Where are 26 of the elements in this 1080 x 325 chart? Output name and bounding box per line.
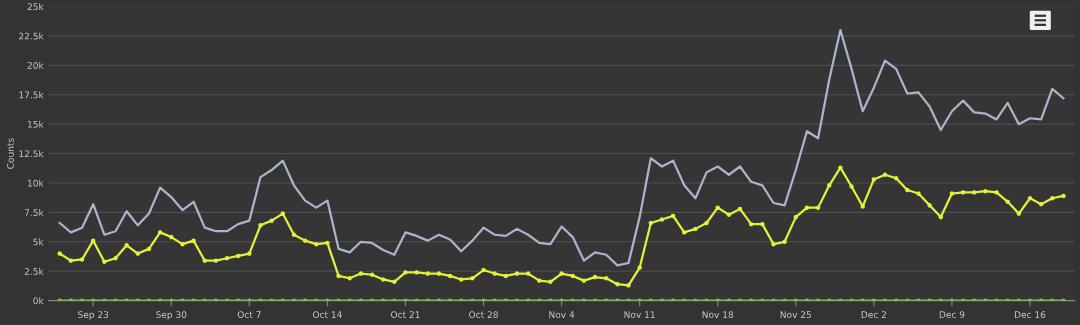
x-tick-label: Oct 7 bbox=[237, 311, 261, 319]
x-tick-label: Sep 23 bbox=[78, 311, 109, 320]
y-tick-label: 5k bbox=[33, 238, 44, 246]
y-tick-label: 2.5k bbox=[24, 267, 44, 275]
y-tick-label: 20k bbox=[27, 61, 44, 69]
x-tick-label: Oct 28 bbox=[469, 311, 498, 319]
x-tick-label: Nov 4 bbox=[549, 311, 575, 319]
y-tick-label: 17.5k bbox=[19, 91, 44, 99]
y-tick-label: 0k bbox=[33, 297, 44, 305]
y-tick-label: 15k bbox=[28, 120, 44, 128]
x-tick-label: Dec 9 bbox=[939, 311, 965, 319]
y-tick-label: 12.5k bbox=[19, 150, 44, 158]
y-axis-title: Counts bbox=[7, 138, 14, 169]
y-tick-label: 22.5k bbox=[19, 32, 44, 40]
x-tick-label: Dec 2 bbox=[861, 311, 886, 319]
x-tick-label: Nov 18 bbox=[702, 311, 734, 319]
y-tick-label: 7.5k bbox=[24, 208, 44, 216]
x-tick-label: Sep 30 bbox=[156, 311, 187, 320]
x-tick-label: Nov 11 bbox=[624, 311, 655, 319]
x-tick-label: Oct 14 bbox=[312, 311, 342, 319]
x-tick-label: Oct 21 bbox=[390, 311, 420, 319]
y-tick-label: 10k bbox=[28, 179, 44, 187]
x-tick-label: Nov 25 bbox=[780, 311, 811, 319]
line-series bbox=[58, 28, 1065, 267]
x-tick-label: Dec 16 bbox=[1014, 311, 1046, 319]
y-tick-label: 25k bbox=[27, 3, 44, 11]
